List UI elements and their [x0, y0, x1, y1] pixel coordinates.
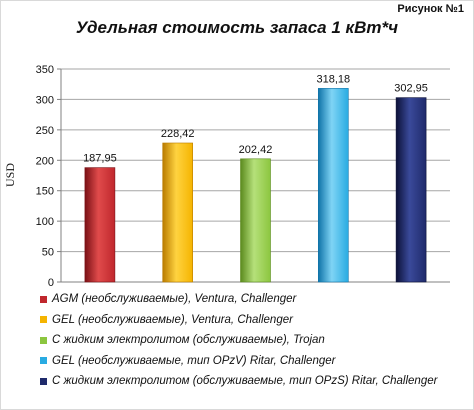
bar-chart: 0 50 100 150 200 250 300 350 187,95 228,42 202,42…: [3, 64, 450, 289]
chart-title: Удельная стоимость запаса 1 кВт*ч: [75, 18, 399, 37]
data-label-2: 228,42: [161, 128, 195, 140]
bar-3: [240, 158, 271, 283]
bar-layer: [84, 88, 427, 283]
y-tick-label: 200: [36, 155, 54, 167]
y-tick-label: 50: [42, 247, 54, 259]
data-label-5: 302,95: [394, 83, 428, 95]
legend-swatch: [40, 377, 47, 385]
data-label-4: 318,18: [316, 73, 350, 85]
legend: AGM (необслуживаемые), Ventura, Challeng…: [40, 289, 470, 392]
legend-swatch: [40, 295, 47, 303]
y-tick-label: 300: [36, 94, 54, 106]
legend-item-3: С жидким электролитом (обслуживаемые), T…: [40, 330, 470, 351]
y-axis-label: USD: [3, 163, 17, 187]
y-tick-label: 150: [36, 186, 54, 198]
legend-label: GEL (необслуживаемые, тип OPzV) Ritar, C…: [52, 354, 336, 367]
legend-swatch: [40, 316, 47, 324]
y-tick-label: 250: [36, 125, 54, 137]
legend-label: AGM (необслуживаемые), Ventura, Challeng…: [52, 293, 297, 306]
label-layer: 187,95 228,42 202,42 318,18 302,95: [83, 73, 428, 164]
legend-item-1: AGM (необслуживаемые), Ventura, Challeng…: [40, 289, 470, 310]
bar-2: [162, 142, 193, 283]
legend-swatch: [40, 357, 47, 365]
y-tick-label: 0: [48, 277, 54, 289]
legend-item-5: С жидким электролитом (обслуживаемые, ти…: [40, 371, 470, 392]
legend-label: С жидким электролитом (обслуживаемые), T…: [52, 334, 325, 347]
bar-5: [395, 97, 427, 283]
legend-item-4: GEL (необслуживаемые, тип OPzV) Ritar, C…: [40, 351, 470, 372]
bar-4: [317, 88, 349, 283]
legend-item-2: GEL (необслуживаемые), Ventura, Challeng…: [40, 310, 470, 331]
y-tick-label: 350: [36, 64, 54, 76]
data-label-1: 187,95: [83, 153, 117, 165]
bar-1: [84, 167, 116, 283]
data-label-3: 202,42: [239, 144, 273, 156]
legend-swatch: [40, 336, 47, 344]
legend-label: С жидким электролитом (обслуживаемые, ти…: [52, 375, 438, 388]
axis-layer: 0 50 100 150 200 250 300 350: [36, 64, 450, 289]
figure-label: Рисунок №1: [397, 3, 464, 15]
legend-label: GEL (необслуживаемые), Ventura, Challeng…: [52, 313, 293, 326]
y-tick-label: 100: [36, 216, 54, 228]
